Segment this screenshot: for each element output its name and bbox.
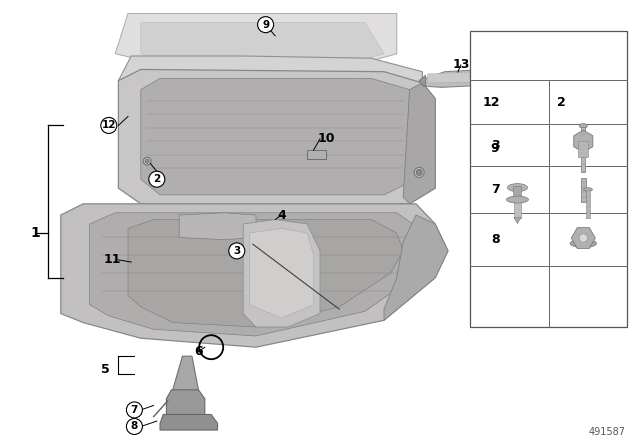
Text: 491587: 491587 — [589, 427, 626, 437]
Bar — [514, 200, 521, 218]
Circle shape — [149, 171, 165, 187]
Polygon shape — [173, 356, 198, 405]
Polygon shape — [118, 69, 435, 204]
Polygon shape — [141, 22, 384, 67]
Polygon shape — [403, 83, 435, 204]
Text: 8: 8 — [491, 233, 499, 246]
Circle shape — [414, 168, 424, 177]
Text: 9: 9 — [262, 20, 269, 30]
Bar — [579, 141, 588, 157]
Polygon shape — [384, 215, 448, 320]
Text: 10: 10 — [317, 132, 335, 146]
Polygon shape — [422, 69, 512, 87]
Circle shape — [143, 157, 151, 165]
Bar — [586, 190, 590, 218]
Polygon shape — [307, 150, 326, 159]
Text: 12: 12 — [102, 121, 116, 130]
Circle shape — [145, 159, 149, 163]
Bar — [513, 185, 522, 200]
Text: 7: 7 — [131, 405, 138, 415]
Polygon shape — [250, 228, 314, 318]
Text: 6: 6 — [194, 345, 203, 358]
Polygon shape — [243, 220, 320, 327]
Text: 5: 5 — [101, 363, 110, 376]
Circle shape — [127, 402, 143, 418]
Text: 12: 12 — [483, 96, 500, 109]
Polygon shape — [115, 13, 397, 72]
Polygon shape — [428, 72, 506, 83]
Polygon shape — [166, 390, 205, 417]
Circle shape — [257, 17, 274, 33]
Text: 2: 2 — [557, 96, 565, 109]
Text: 3: 3 — [491, 139, 499, 152]
Circle shape — [229, 243, 245, 259]
Polygon shape — [141, 78, 416, 195]
Text: 13: 13 — [452, 58, 470, 72]
Polygon shape — [118, 56, 422, 101]
Polygon shape — [419, 75, 426, 86]
Bar — [581, 127, 586, 172]
Polygon shape — [179, 213, 256, 240]
Polygon shape — [160, 414, 218, 430]
Polygon shape — [128, 220, 403, 327]
Circle shape — [127, 418, 143, 435]
Text: 4: 4 — [277, 208, 286, 222]
Bar — [470, 31, 627, 327]
Ellipse shape — [570, 239, 596, 248]
Ellipse shape — [584, 188, 593, 191]
Text: 3: 3 — [233, 246, 241, 256]
Text: 11: 11 — [103, 253, 121, 267]
Polygon shape — [90, 213, 429, 336]
Bar — [580, 177, 586, 202]
Ellipse shape — [508, 184, 527, 192]
Text: 1: 1 — [30, 226, 40, 240]
Ellipse shape — [506, 196, 529, 203]
Text: 9: 9 — [491, 142, 499, 155]
Ellipse shape — [579, 124, 588, 128]
Circle shape — [101, 117, 117, 134]
Text: 8: 8 — [131, 422, 138, 431]
Circle shape — [579, 234, 588, 242]
Text: 7: 7 — [491, 183, 500, 196]
Polygon shape — [61, 204, 448, 347]
Polygon shape — [514, 218, 521, 224]
Circle shape — [416, 169, 422, 176]
Text: 2: 2 — [153, 174, 161, 184]
